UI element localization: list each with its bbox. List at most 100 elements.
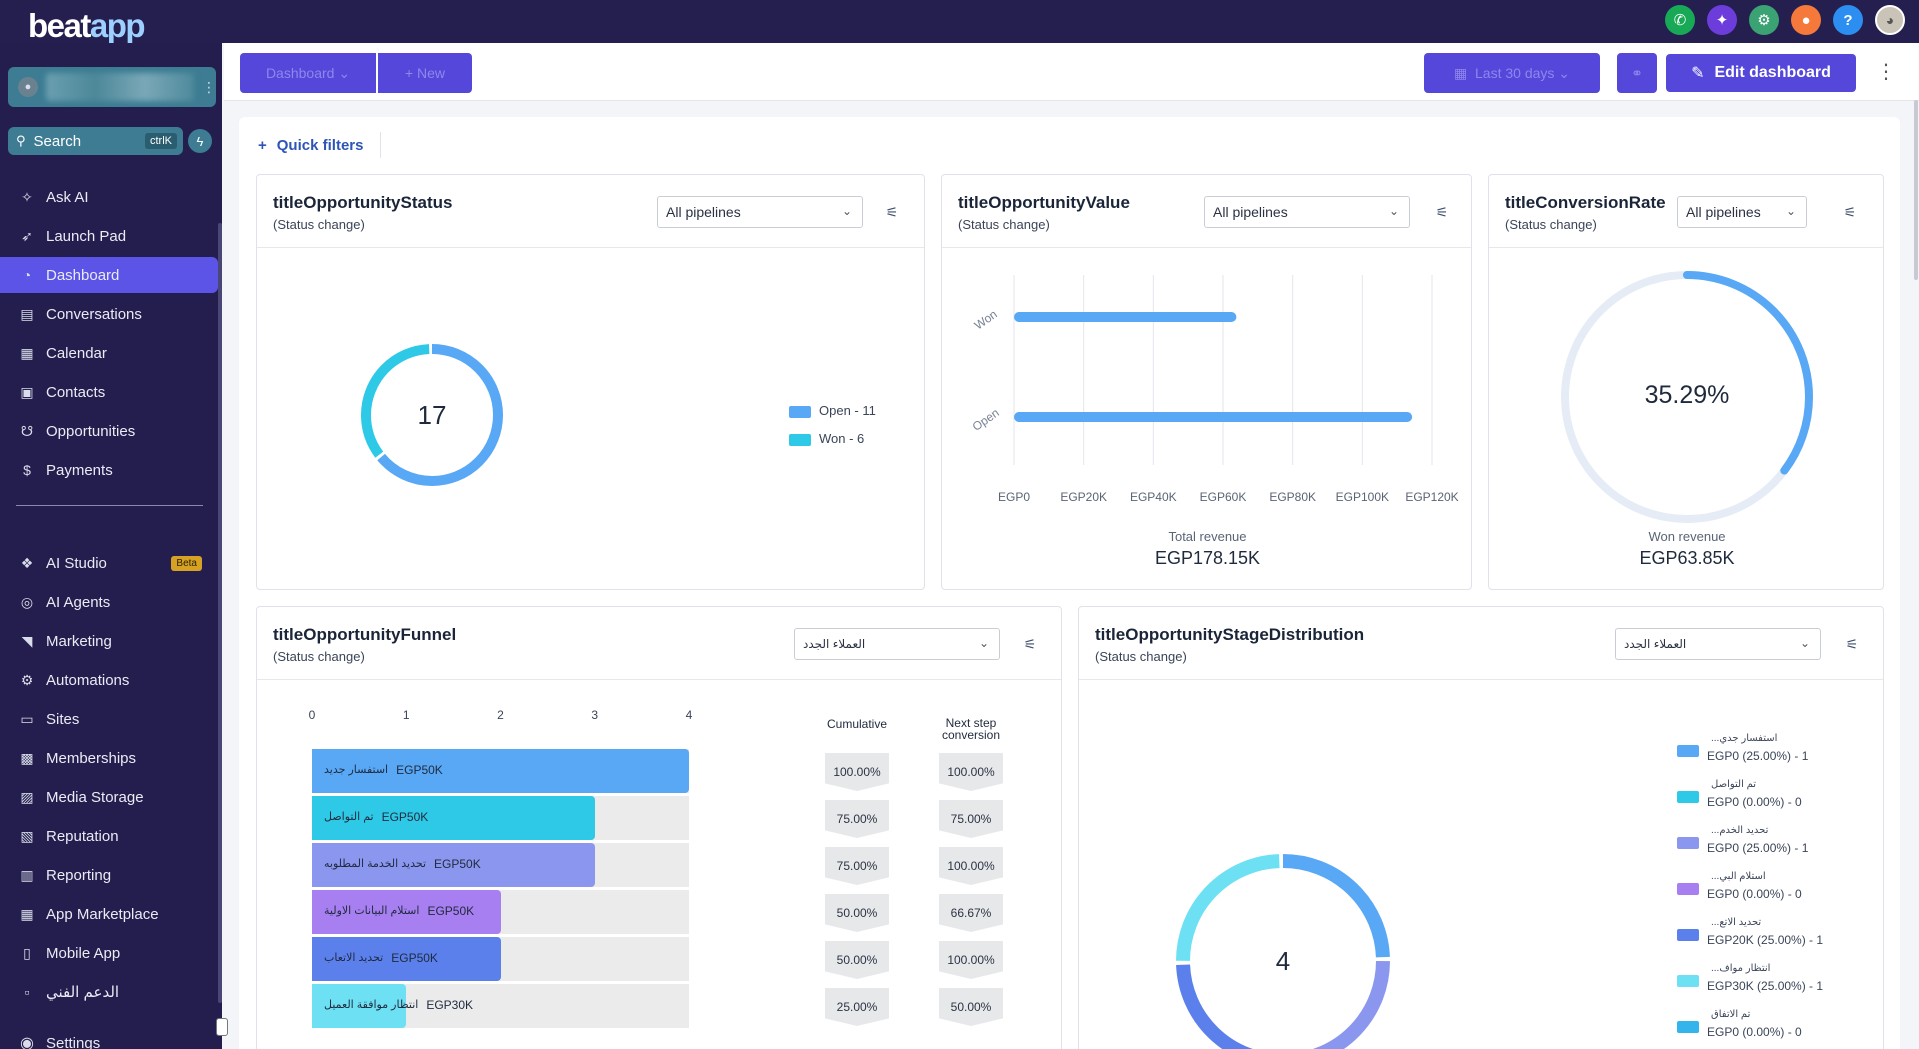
funnel-bar[interactable] bbox=[312, 749, 689, 793]
cumulative-cell: 75.00% bbox=[825, 847, 889, 885]
sidebar-item-marketing[interactable]: ◥ Marketing bbox=[0, 623, 218, 659]
media-icon: ▨ bbox=[20, 788, 34, 805]
funnel-bar-label: انتظار موافقة العميل EGP30K bbox=[324, 998, 473, 1012]
toggle-icon: ◉ bbox=[20, 1035, 34, 1049]
filter-settings-icon[interactable]: ⚟ bbox=[1435, 204, 1449, 220]
filter-settings-icon[interactable]: ⚟ bbox=[885, 204, 899, 220]
reputation-icon: ▧ bbox=[20, 827, 34, 844]
funnel-stage-name: استفسار جديد bbox=[324, 764, 389, 776]
sidebar-item-mobile-app[interactable]: ▯ Mobile App bbox=[0, 935, 218, 971]
sidebar-item-launch-pad[interactable]: ➶ Launch Pad bbox=[0, 218, 218, 254]
filter-settings-icon[interactable]: ⚟ bbox=[1845, 636, 1859, 652]
sidebar-item-sites[interactable]: ▭ Sites bbox=[0, 701, 218, 737]
handshake-icon: ☋ bbox=[20, 422, 34, 439]
sidebar-item-conversations[interactable]: ▤ Conversations bbox=[0, 296, 218, 332]
help-icon[interactable]: ? bbox=[1833, 5, 1863, 35]
conversion-rate-value: 35.29% bbox=[1644, 381, 1730, 409]
sidebar-item-ask-ai[interactable]: ✧ Ask AI bbox=[0, 179, 218, 215]
legend-swatch bbox=[1677, 1021, 1699, 1033]
quick-filters-button[interactable]: + Quick filters bbox=[258, 134, 363, 156]
pipeline-select-value: All pipelines bbox=[1213, 204, 1288, 220]
gear-icon[interactable]: ⚙ bbox=[1749, 5, 1779, 35]
funnel-bar[interactable] bbox=[312, 937, 501, 981]
sidebar-item-app-marketplace[interactable]: ▦ App Marketplace bbox=[0, 896, 218, 932]
new-dashboard-label: + New bbox=[404, 65, 446, 81]
main-scrollbar[interactable] bbox=[1914, 100, 1918, 280]
megaphone-icon: ◥ bbox=[21, 632, 33, 649]
sidebar-item-reputation[interactable]: ▧ Reputation bbox=[0, 818, 218, 854]
bar-won bbox=[1014, 312, 1237, 322]
share-link-button[interactable]: ⚭ bbox=[1617, 53, 1657, 93]
edit-dashboard-button[interactable]: ✎ Edit dashboard bbox=[1666, 54, 1856, 92]
sidebar-item-label: Automations bbox=[46, 671, 130, 689]
card-title: titleOpportunityFunnel bbox=[273, 625, 457, 644]
sidebar-item-dashboard[interactable]: ◔ Dashboard bbox=[0, 257, 218, 293]
pipeline-select[interactable]: All pipelines ⌄ bbox=[1204, 196, 1410, 228]
card-title: titleOpportunityStageDistribution bbox=[1095, 625, 1365, 644]
sidebar-item-reporting[interactable]: ▥ Reporting bbox=[0, 857, 218, 893]
legend-item[interactable]: Won - 6 bbox=[789, 425, 876, 453]
dashboard-select[interactable]: Dashboard ⌄ bbox=[240, 53, 376, 93]
pipeline-select[interactable]: All pipelines ⌄ bbox=[657, 196, 863, 228]
quick-action-bolt-icon[interactable]: ϟ bbox=[188, 129, 212, 153]
sidebar-item-contacts[interactable]: ▣ Contacts bbox=[0, 374, 218, 410]
dollar-icon: $ bbox=[23, 462, 31, 478]
legend-stage-name: تحديد الاتع... bbox=[1711, 917, 1762, 928]
legend-swatch bbox=[789, 405, 811, 418]
legend-stage-value: EGP30K (25.00%) - 1 bbox=[1707, 979, 1824, 993]
sidebar-scrollbar[interactable] bbox=[218, 223, 222, 1003]
phone-icon[interactable]: ✆ bbox=[1665, 5, 1695, 35]
won-revenue-value: EGP63.85K bbox=[1639, 548, 1735, 568]
account-avatar-icon: ● bbox=[18, 77, 38, 97]
pipeline-select-value: العملاء الجدد bbox=[1624, 637, 1687, 651]
x-tick-label: EGP100K bbox=[1336, 490, 1389, 504]
legend-swatch bbox=[1677, 837, 1699, 849]
sidebar-item-payments[interactable]: $ Payments bbox=[0, 452, 218, 488]
pencil-icon: ✎ bbox=[1691, 65, 1705, 82]
sidebar-item-memberships[interactable]: ▩ Memberships bbox=[0, 740, 218, 776]
funnel-stage-value: EGP50K bbox=[427, 904, 475, 918]
beatapp-logo[interactable]: beatapp bbox=[28, 6, 188, 46]
funnel-stage-value: EGP50K bbox=[381, 810, 429, 824]
sidebar-item-ai-agents[interactable]: ◎ AI Agents bbox=[0, 584, 218, 620]
sidebar-item-label: Reporting bbox=[46, 866, 112, 884]
pipeline-select[interactable]: All pipelines ⌄ bbox=[1677, 196, 1807, 228]
pipeline-select[interactable]: العملاء الجدد ⌄ bbox=[1615, 628, 1821, 660]
notification-icon[interactable]: ● bbox=[1791, 5, 1821, 35]
sidebar-item-label: Sites bbox=[46, 710, 80, 728]
funnel-bar[interactable] bbox=[312, 843, 595, 887]
new-dashboard-button[interactable]: + New bbox=[378, 53, 472, 93]
pipeline-select[interactable]: العملاء الجدد ⌄ bbox=[794, 628, 1000, 660]
sidebar-collapse-handle[interactable] bbox=[216, 1018, 228, 1036]
sidebar-item-calendar[interactable]: ▦ Calendar bbox=[0, 335, 218, 371]
funnel-stage-name: استلام البيانات الاولية bbox=[324, 905, 420, 917]
search-box[interactable]: ⚲ Search ctrlK bbox=[8, 127, 183, 155]
sidebar-item-[interactable]: ▫ الدعم الفني bbox=[0, 974, 218, 1010]
legend-swatch bbox=[1677, 883, 1699, 895]
funnel-bar[interactable] bbox=[312, 984, 407, 1028]
funnel-bar[interactable] bbox=[312, 796, 595, 840]
user-avatar[interactable]: ◕ bbox=[1875, 5, 1905, 35]
sidebar-item-opportunities[interactable]: ☋ Opportunities bbox=[0, 413, 218, 449]
sidebar-item-label: Calendar bbox=[46, 344, 107, 362]
sidebar-item-label: Ask AI bbox=[46, 188, 89, 206]
filter-settings-icon[interactable]: ⚟ bbox=[1843, 204, 1857, 220]
date-range-select[interactable]: ▦ Last 30 days ⌄ bbox=[1424, 53, 1600, 93]
account-switcher[interactable]: ● ⋮ bbox=[8, 67, 216, 107]
sidebar-item-label: Settings bbox=[46, 1034, 101, 1049]
next-step-column-header: Next step conversion bbox=[941, 716, 1001, 742]
sidebar-item-media-storage[interactable]: ▨ Media Storage bbox=[0, 779, 218, 815]
legend-stage-name: تم التواصل bbox=[1711, 779, 1757, 790]
sparkle-icon[interactable]: ✦ bbox=[1707, 5, 1737, 35]
sidebar-item-automations[interactable]: ⚙ Automations bbox=[0, 662, 218, 698]
filter-settings-icon[interactable]: ⚟ bbox=[1023, 636, 1037, 652]
top-bar: beatapp ✆ ✦ ⚙ ●? ◕ bbox=[0, 0, 1919, 46]
sidebar-item-label: Conversations bbox=[46, 305, 142, 323]
funnel-bar[interactable] bbox=[312, 890, 501, 934]
legend-item[interactable]: Open - 11 bbox=[789, 397, 876, 425]
sidebar-item-settings[interactable]: ◉ Settings bbox=[0, 1025, 218, 1049]
sidebar-item-ai-studio[interactable]: ❖ AI Studio Beta bbox=[0, 545, 218, 581]
legend-swatch bbox=[789, 433, 811, 446]
more-options-icon[interactable]: ⋮ bbox=[1876, 61, 1896, 83]
sparkle-icon: ✧ bbox=[21, 188, 33, 205]
